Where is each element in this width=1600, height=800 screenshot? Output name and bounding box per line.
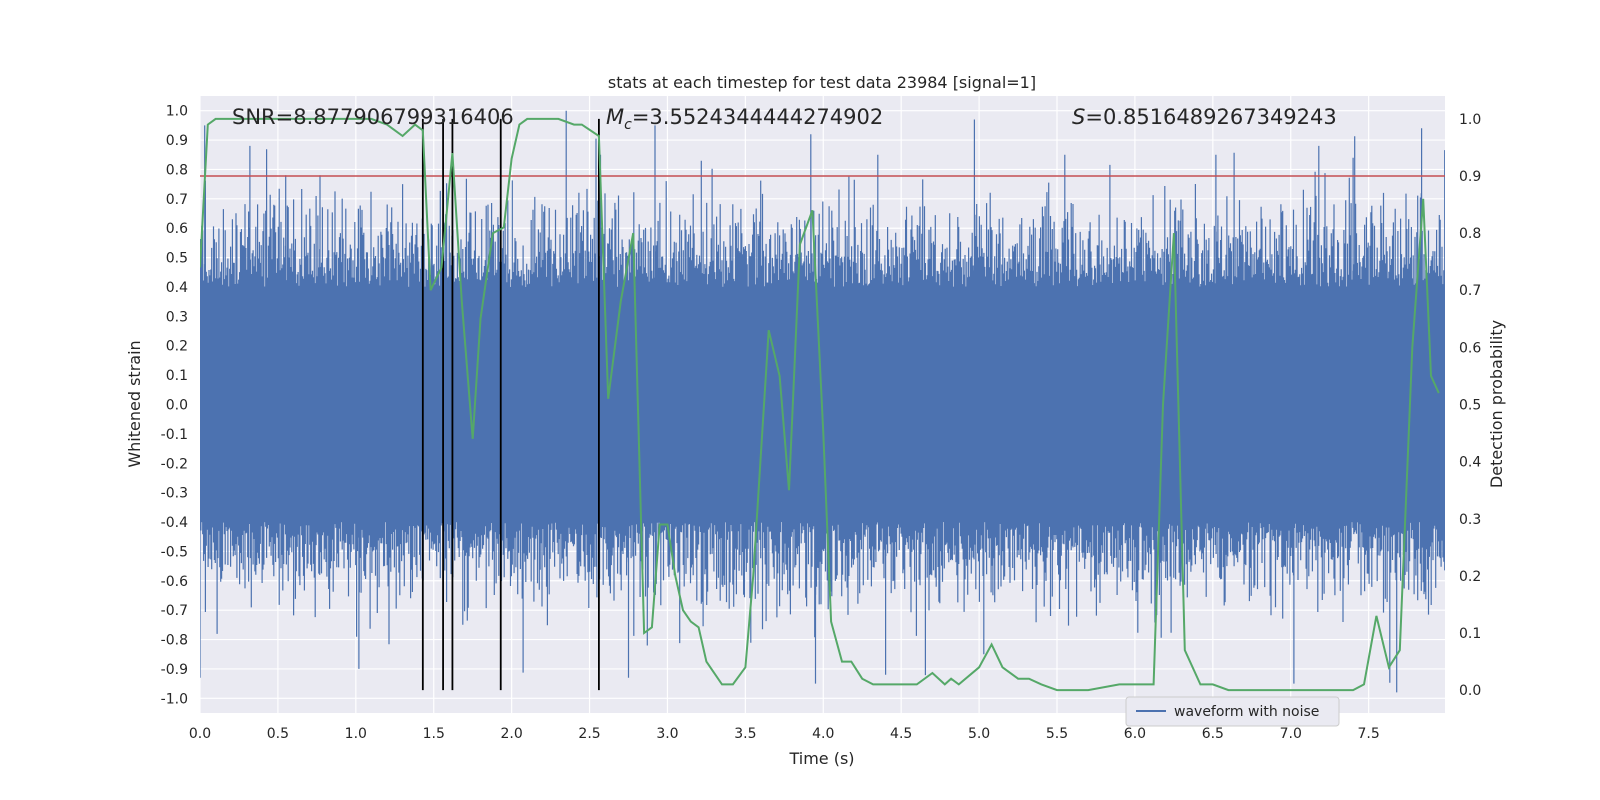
- probability-series: [200, 117, 1440, 692]
- y-tick-label: 0.6: [166, 221, 188, 237]
- x-tick-label: 6.0: [1124, 726, 1146, 742]
- y-tick-label: 0.5: [166, 251, 188, 267]
- y-right-tick-label: 0.2: [1459, 569, 1481, 585]
- tick-labels: 0.0 0.5 1.0 1.5 2.0 2.5 3.0 3.5 4.0 4.5 5.0 5.5 6.0 6…: [161, 104, 1482, 742]
- y-right-tick-label: 0.4: [1459, 455, 1481, 471]
- x-tick-label: 3.5: [734, 726, 756, 742]
- chart-title: stats at each timestep for test data 239…: [608, 73, 1036, 92]
- event-lines: [421, 118, 600, 691]
- y-tick-label: 0.0: [166, 398, 188, 414]
- y-tick-label: 0.3: [166, 309, 188, 325]
- y-right-tick-label: 1.0: [1459, 112, 1481, 128]
- y-axis-label-right: Detection probability: [1487, 320, 1506, 488]
- y-tick-label: -1.0: [161, 691, 188, 707]
- x-tick-label: 0.0: [189, 726, 211, 742]
- y-right-tick-label: 0.8: [1459, 226, 1481, 242]
- s-value: =0.8516489267349243: [1085, 105, 1336, 129]
- y-right-tick-label: 0.5: [1459, 398, 1481, 414]
- chirp-mass-subscript: c: [624, 117, 632, 133]
- y-tick-label: -0.1: [161, 427, 188, 443]
- x-tick-label: 7.0: [1280, 726, 1302, 742]
- y-tick-label: 0.4: [166, 280, 188, 296]
- y-right-tick-label: 0.3: [1459, 512, 1481, 528]
- x-tick-label: 4.0: [812, 726, 834, 742]
- y-tick-label: -0.3: [161, 486, 188, 502]
- y-tick-label: -0.4: [161, 515, 188, 531]
- y-tick-label: 0.9: [166, 133, 188, 149]
- y-right-tick-label: 0.6: [1459, 340, 1481, 356]
- chirp-mass-symbol: M: [606, 105, 624, 129]
- waveform-series: [200, 110, 1445, 693]
- legend-label: waveform with noise: [1174, 704, 1319, 720]
- waveform-trace: [200, 110, 1445, 693]
- legend-box: [1125, 696, 1340, 727]
- y-right-tick-label: 0.1: [1459, 626, 1481, 642]
- y-tick-label: -0.9: [161, 662, 188, 678]
- x-tick-label: 2.5: [578, 726, 600, 742]
- y-tick-label: 0.8: [166, 162, 188, 178]
- y-right-tick-label: 0.7: [1459, 283, 1481, 299]
- x-tick-label: 4.5: [890, 726, 912, 742]
- s-annotation: S=0.8516489267349243: [1072, 105, 1337, 129]
- y-tick-label: -0.7: [161, 603, 188, 619]
- y-axis-label-left: Whitened strain: [125, 340, 144, 467]
- y-tick-label: 1.0: [166, 104, 188, 120]
- x-axis-label: Time (s): [788, 749, 854, 768]
- x-tick-label: 5.5: [1046, 726, 1068, 742]
- y-right-tick-label: 0.9: [1459, 169, 1481, 185]
- x-tick-label: 0.5: [267, 726, 289, 742]
- y-tick-label: -0.6: [161, 574, 188, 590]
- s-symbol: S: [1072, 105, 1085, 129]
- y-tick-label: -0.8: [161, 633, 188, 649]
- chirp-mass-value: =3.5524344444274902: [632, 105, 883, 129]
- x-tick-label: 3.0: [656, 726, 678, 742]
- x-tick-label: 6.5: [1202, 726, 1224, 742]
- y-tick-label: 0.7: [166, 192, 188, 208]
- probability-line: [200, 117, 1440, 692]
- snr-annotation: SNR=8.877906799316406: [232, 105, 514, 129]
- y-tick-label: 0.2: [166, 339, 188, 355]
- x-tick-label: 2.0: [501, 726, 523, 742]
- y-right-tick-label: 0.0: [1459, 683, 1481, 699]
- y-tick-label: 0.1: [166, 368, 188, 384]
- x-tick-label: 1.5: [423, 726, 445, 742]
- x-tick-label: 1.0: [345, 726, 367, 742]
- chirp-mass-annotation: Mc=3.5524344444274902: [606, 105, 883, 133]
- y-tick-label: -0.2: [161, 456, 188, 472]
- x-tick-label: 5.0: [968, 726, 990, 742]
- x-tick-label: 7.5: [1358, 726, 1380, 742]
- y-tick-label: -0.5: [161, 544, 188, 560]
- legend: waveform with noise: [1125, 696, 1340, 727]
